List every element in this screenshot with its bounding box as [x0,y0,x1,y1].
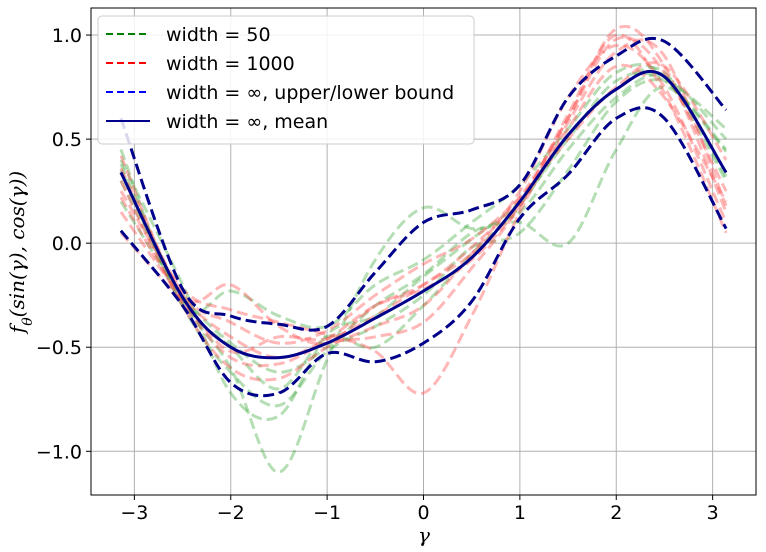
legend-label: width = 50 [166,24,271,46]
width-50-series-line [119,73,728,374]
width-1000-series-line [119,35,728,355]
y-tick-label: 0.0 [52,233,82,255]
legend: width = 50 width = 1000 width = ∞, upper/l… [97,15,475,145]
x-tick-label: 3 [707,502,719,524]
width-50-series-line [119,85,728,474]
x-tick-label: −2 [217,502,245,524]
series-layer [119,25,728,474]
width-1000-series-line [119,63,728,360]
x-axis-label: γ [418,523,430,547]
legend-label: width = ∞, mean [166,111,328,133]
legend-label: width = ∞, upper/lower bound [166,82,454,104]
x-tick-label: −1 [313,502,341,524]
width-50-series-line [119,63,728,330]
width-50-series-line [119,78,728,408]
y-tick-label: 1.0 [52,25,82,47]
width-1000-series-line [119,61,728,345]
y-axis-label: fθ(sin(γ), cos(γ)) [5,171,36,335]
y-tick-label: 0.5 [52,129,82,151]
x-tick-label: 2 [610,502,622,524]
x-tick-label: 1 [514,502,526,524]
width-50-series-line [119,66,728,391]
y-tick-label: −0.5 [36,337,82,359]
legend-box [97,15,475,145]
width-1000-series-line [119,25,728,346]
width-1000-series-line [119,33,728,368]
axis-ticks: −3 −2 −1 0 1 2 3 −1.0 −0.5 0.0 0.5 1.0 [36,25,719,524]
width-1000-series-line [119,38,728,395]
x-tick-label: 0 [417,502,429,524]
bound-series-line [119,106,728,398]
x-tick-label: −3 [120,502,148,524]
legend-label: width = 1000 [166,53,295,75]
y-tick-label: −1.0 [36,441,82,463]
width-1000-series-line [119,43,728,382]
mean-series-line [119,69,728,360]
